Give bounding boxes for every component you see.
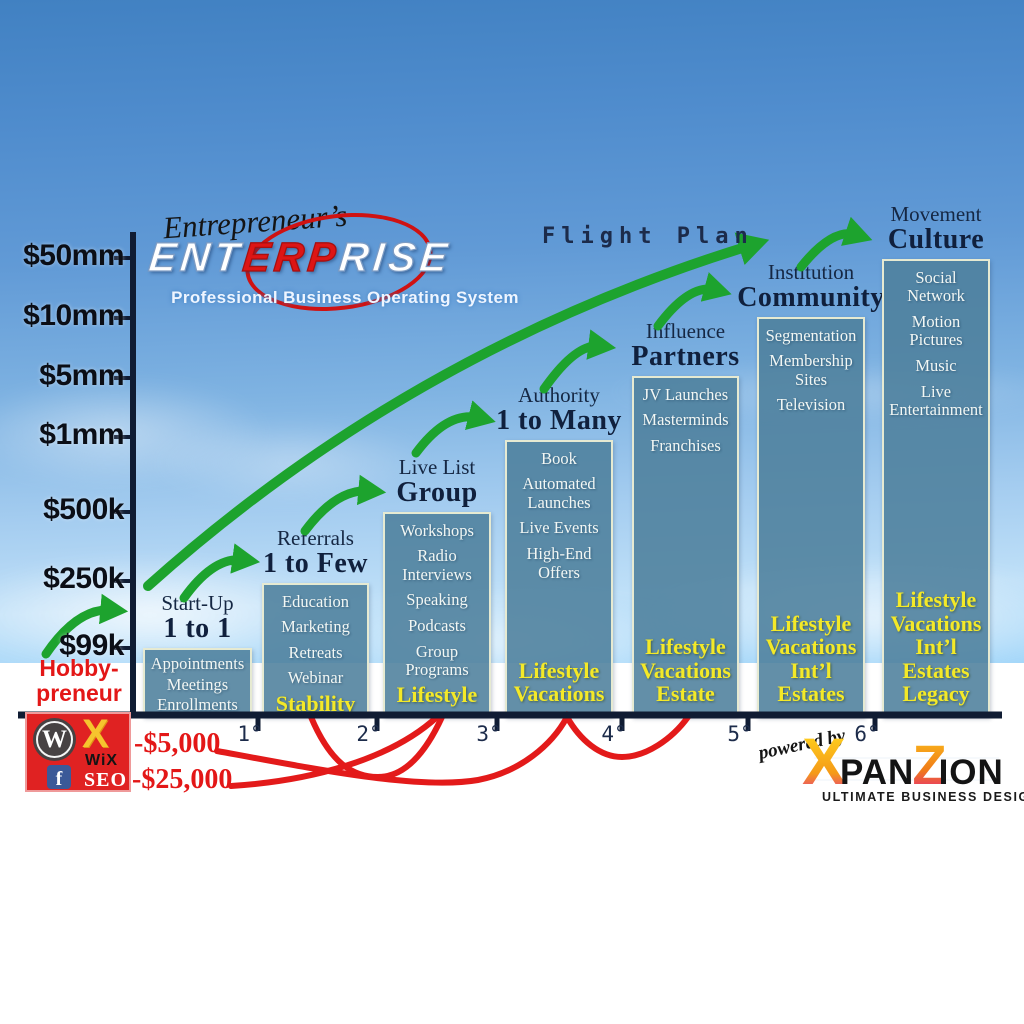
bar-item: Enrollments [157, 695, 238, 715]
facebook-letter: f [55, 768, 63, 790]
stage-header-line1: Movement [890, 202, 982, 226]
xpanzion-z: Z [912, 733, 947, 796]
bar-item: Webinar [287, 668, 344, 688]
bar-highlight-label: Lifestyle Vacations [513, 657, 605, 707]
stage-bar: Appointments Meetings Enrollments [143, 648, 252, 717]
wordmark-erp: ERP [240, 233, 342, 280]
hobby-line2: preneur [36, 680, 122, 707]
stage-header-line2: 1 to 1 [163, 613, 232, 644]
bar-item: Podcasts [408, 616, 466, 636]
bar-highlight-label: Stability [275, 690, 356, 716]
stage-bar: Education Marketing Retreats Webinar Stabili… [262, 583, 369, 717]
stage-header: Institution Community [719, 262, 903, 312]
x-axis-degree-label: 4° [601, 722, 627, 746]
bar-item: Motion Pictures [909, 311, 963, 350]
bar-highlight-label: Lifestyle [396, 682, 478, 708]
enterprise-wordmark: ENTERPRISE [146, 233, 454, 281]
facebook-icon: f [47, 765, 71, 789]
y-axis-label: $50mm [23, 239, 124, 272]
wordpress-icon: W [33, 718, 76, 761]
bar-highlight-label: Lifestyle Vacations Estate [640, 634, 731, 707]
bar-item: Music [915, 356, 957, 376]
bar-item: Membership Sites [769, 351, 853, 389]
seo-label: SEO [84, 769, 128, 791]
bar-item: Live Entertainment [889, 381, 983, 420]
y-axis-label: $500k [43, 493, 124, 526]
xpanzion-pan: PAN [840, 753, 915, 792]
wix-icon: X [82, 712, 109, 756]
x-axis-degree-label: 3° [476, 722, 502, 746]
bar-item: Retreats [288, 642, 343, 662]
bar-item: Meetings [166, 674, 229, 694]
wix-label: WiX [85, 752, 119, 769]
xpanzion-wordmark: X PAN Z ION [802, 724, 1004, 798]
y-axis-label: $250k [43, 562, 124, 595]
stage-header: Movement Culture [844, 204, 1024, 254]
y-axis-label: $1mm [39, 418, 124, 451]
hobby-preneur-label: Hobby- preneur [26, 655, 132, 707]
bar-item: Segmentation [765, 325, 857, 345]
xpanzion-x: X [802, 724, 847, 798]
bar-item: Television [776, 395, 846, 415]
bar-item: Group Programs [405, 641, 469, 680]
bar-item: Marketing [281, 617, 350, 637]
logo-rule-line [814, 757, 999, 759]
cost-label-5000: -$5,000 [134, 728, 221, 759]
marketing-tools-box: W X WiX f SEO [25, 712, 131, 792]
stage-bar: Segmentation Membership Sites Television Li… [757, 317, 865, 717]
bar-item: Education [282, 591, 349, 611]
cost-label-25000: -$25,000 [132, 764, 233, 795]
hobby-line1: Hobby- [39, 655, 119, 681]
stage-header-line2: Community [737, 282, 885, 313]
x-axis-degree-label: 1° [237, 722, 263, 746]
bar-highlight-label: Lifestyle Vacations Int’l Estates [765, 610, 857, 707]
logo-subtitle: Professional Business Operating System [171, 288, 519, 307]
y-axis-label: $5mm [39, 359, 124, 392]
wordpress-ring [36, 721, 73, 758]
enterprise-logo: Entrepreneur’s ENTERPRISE Professional B… [145, 198, 565, 322]
stage-bar: Social Network Motion Pictures Music Live E… [882, 259, 990, 717]
xpanzion-tagline: ULTIMATE BUSINESS DESIGNER [822, 790, 1024, 804]
bar-item: Appointments [150, 654, 245, 673]
x-axis-degree-label: 2° [356, 722, 382, 746]
logo-rule-line [814, 779, 999, 781]
flight-plan-title: Flight Plan [542, 224, 754, 249]
wordmark-ent: ENT [146, 233, 246, 280]
wordmark-rise: RISE [336, 233, 454, 280]
bar-item: Speaking [406, 590, 468, 610]
xpanzion-ion: ION [938, 753, 1004, 792]
bar-highlight-label: Lifestyle Vacations Int’l Estates Legacy [890, 587, 982, 707]
bar-item: Social Network [907, 267, 965, 306]
y-axis-label: $10mm [23, 299, 124, 332]
stage-header-line2: Culture [887, 224, 985, 255]
